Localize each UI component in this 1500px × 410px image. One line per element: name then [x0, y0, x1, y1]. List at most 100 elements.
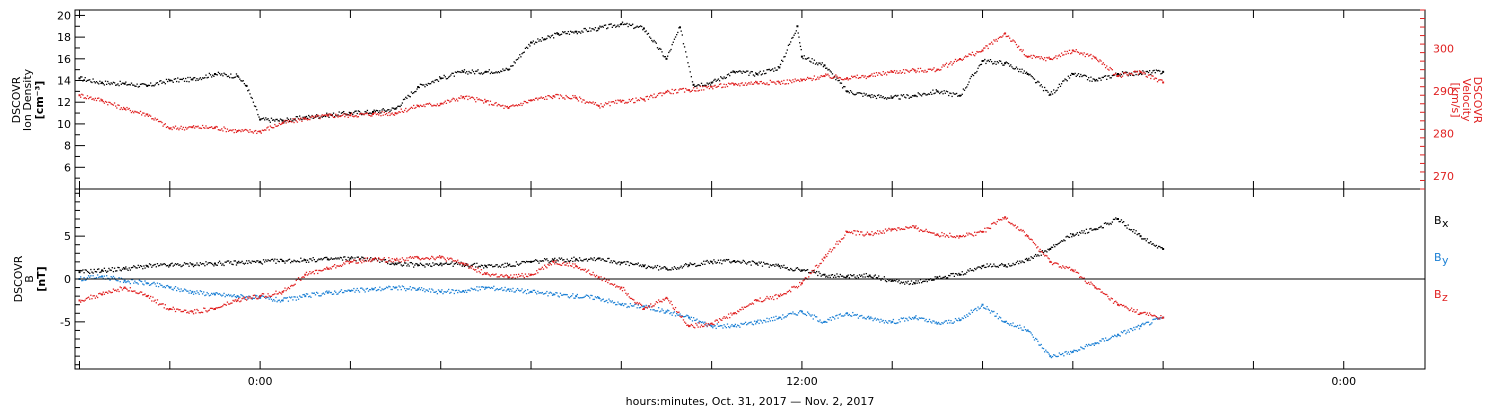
density-series-point	[82, 80, 84, 82]
density-series-point	[739, 70, 741, 72]
bx-series-point	[129, 269, 132, 271]
density-series-point	[1022, 72, 1024, 74]
bz-series-point	[511, 277, 513, 279]
density-series-point	[80, 76, 82, 78]
bx-series-point	[1080, 232, 1082, 234]
bz-series-point	[481, 273, 484, 276]
density-series-point	[183, 80, 186, 82]
velocity-series-point	[922, 70, 924, 72]
bx-series-point	[326, 258, 329, 261]
velocity-series-point	[154, 117, 156, 119]
bx-series-point	[867, 276, 870, 278]
velocity-series-point	[1076, 51, 1079, 53]
bx-series-point	[357, 256, 360, 258]
bx-series-point	[436, 263, 439, 265]
by-series-point	[170, 286, 172, 288]
bx-series-point	[984, 266, 986, 269]
bx-series-point	[492, 266, 494, 268]
velocity-series-point	[803, 78, 805, 80]
density-series-point	[388, 109, 390, 111]
by-series-point	[408, 288, 410, 290]
density-series-point	[1006, 62, 1009, 64]
bx-series-point	[457, 263, 459, 265]
bx-series-point	[595, 258, 598, 261]
bx-series-point	[708, 262, 711, 265]
bx-series-point	[670, 269, 672, 271]
bx-series-point	[433, 264, 435, 266]
bx-series-point	[746, 263, 748, 265]
by-series-point	[532, 289, 534, 292]
bz-series-point	[1021, 230, 1023, 232]
density-series-point	[574, 30, 576, 33]
density-series-point	[332, 112, 335, 114]
bz-series-point	[460, 262, 462, 264]
by-series-point	[89, 276, 91, 278]
bz-series-point	[413, 257, 415, 259]
density-series-point	[1085, 75, 1088, 77]
velocity-series-point	[227, 130, 230, 132]
density-series-point	[750, 70, 752, 73]
bz-series-point	[117, 288, 119, 291]
bx-series-point	[926, 280, 928, 283]
density-series-point	[93, 81, 95, 83]
density-series-point	[226, 75, 229, 78]
velocity-series-point	[185, 126, 187, 129]
density-series-point	[357, 110, 360, 112]
by-series-point	[744, 321, 747, 323]
density-series-point	[512, 64, 514, 67]
by-series-point	[100, 276, 102, 278]
velocity-series-point	[387, 114, 389, 117]
bz-series-point	[1026, 235, 1029, 238]
velocity-series-point	[750, 81, 752, 83]
bx-series-point	[1013, 264, 1015, 266]
bx-series-point	[312, 257, 314, 259]
bz-series-point	[817, 266, 819, 269]
bx-series-point	[768, 266, 770, 268]
density-series-point	[1009, 65, 1011, 67]
velocity-series-point	[556, 93, 558, 96]
by-series-point	[1084, 345, 1086, 348]
bz-series-point	[622, 286, 625, 289]
bx-series-point	[777, 263, 779, 266]
bz-series-point	[108, 290, 110, 292]
velocity-series-point	[785, 83, 787, 85]
density-series-point	[768, 68, 770, 70]
bz-series-point	[958, 237, 960, 239]
bz-series-point	[239, 301, 241, 303]
velocity-series-point	[140, 114, 143, 116]
bx-series-point	[222, 263, 224, 265]
density-series-point	[420, 83, 423, 86]
bz-series-point	[805, 277, 808, 279]
bz-series-point	[356, 262, 358, 264]
bx-series-point	[601, 258, 603, 260]
bz-series-point	[750, 303, 752, 305]
bx-series-point	[466, 263, 468, 265]
density-series-point	[647, 32, 650, 35]
by-series-point	[890, 322, 892, 324]
velocity-series-point	[759, 80, 761, 83]
velocity-series-point	[493, 104, 495, 106]
by-series-point	[881, 320, 883, 322]
bz-series-point	[532, 274, 534, 276]
density-series-point	[1134, 71, 1136, 73]
bx-series-point	[902, 281, 905, 283]
bz-series-point	[131, 290, 134, 293]
by-series-point	[556, 292, 558, 294]
bx-series-point	[1050, 246, 1053, 248]
bx-series-point	[319, 258, 321, 261]
bz-series-point	[608, 279, 610, 281]
density-series-point	[770, 69, 773, 71]
bx-series-point	[645, 267, 647, 270]
bx-series-point	[776, 264, 778, 267]
bx-series-point	[731, 261, 733, 263]
bx-series-point	[198, 264, 200, 267]
by-series-point	[113, 277, 116, 279]
velocity-series-point	[262, 129, 265, 132]
density-series-point	[1156, 70, 1159, 72]
bx-series-point	[1019, 260, 1021, 262]
bz-series-point	[276, 293, 278, 295]
bx-series-point	[634, 263, 636, 266]
velocity-series-point	[335, 113, 337, 115]
by-series-point	[551, 294, 554, 296]
velocity-series-point	[414, 107, 416, 109]
